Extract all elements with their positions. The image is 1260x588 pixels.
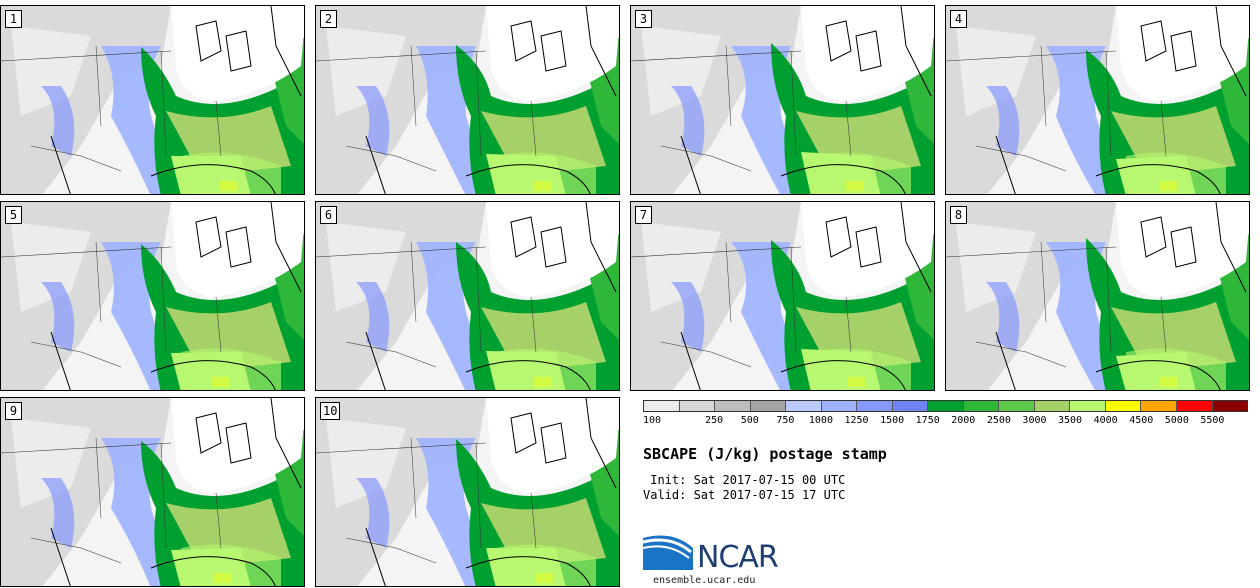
ncar-logo-icon — [643, 535, 693, 570]
colorbar-swatch — [750, 401, 787, 411]
colorbar-label: 5000 — [1164, 415, 1189, 426]
colorbar-swatch — [786, 401, 822, 411]
colorbar-swatch — [1034, 401, 1071, 411]
colorbar-label: 3000 — [1022, 415, 1047, 426]
colorbar-swatch — [928, 401, 964, 411]
colorbar-label: 750 — [776, 415, 795, 426]
member-panel-4: 4 — [945, 5, 1250, 195]
member-number: 9 — [5, 402, 22, 420]
site-url: ensemble.ucar.edu — [653, 575, 756, 586]
member-number: 10 — [320, 402, 341, 420]
member-panel-5: 5 — [0, 201, 305, 391]
cape-map — [1, 398, 304, 586]
colorbar-label: 1250 — [844, 415, 869, 426]
member-panel-9: 9 — [0, 397, 305, 587]
product-title: SBCAPE (J/kg) postage stamp — [643, 445, 887, 463]
member-number: 6 — [320, 206, 337, 224]
colorbar-label: 3500 — [1058, 415, 1083, 426]
sbcape-colorbar — [643, 400, 1248, 412]
colorbar-swatch — [963, 401, 1000, 411]
member-number: 8 — [950, 206, 967, 224]
colorbar-swatch — [1176, 401, 1213, 411]
colorbar-label: 250 — [705, 415, 724, 426]
member-number: 1 — [5, 10, 22, 28]
colorbar-swatch — [1070, 401, 1106, 411]
colorbar-swatch — [999, 401, 1035, 411]
colorbar-label: 2500 — [986, 415, 1011, 426]
colorbar-label: 500 — [740, 415, 759, 426]
member-number: 7 — [635, 206, 652, 224]
init-time: Init: Sat 2017-07-15 00 UTC — [643, 473, 846, 487]
valid-time: Valid: Sat 2017-07-15 17 UTC — [643, 488, 846, 502]
colorbar-swatch — [679, 401, 716, 411]
colorbar-label: 1000 — [808, 415, 833, 426]
cape-map — [631, 6, 934, 194]
member-panel-8: 8 — [945, 201, 1250, 391]
cape-map — [946, 6, 1249, 194]
member-number: 3 — [635, 10, 652, 28]
colorbar-swatch — [1105, 401, 1142, 411]
member-panel-3: 3 — [630, 5, 935, 195]
cape-map — [316, 398, 619, 586]
member-panel-10: 10 — [315, 397, 620, 587]
colorbar-label: 1500 — [880, 415, 905, 426]
colorbar-swatch — [857, 401, 893, 411]
colorbar-label: 4500 — [1129, 415, 1154, 426]
member-number: 5 — [5, 206, 22, 224]
member-number: 2 — [320, 10, 337, 28]
member-number: 4 — [950, 10, 967, 28]
cape-map — [316, 6, 619, 194]
colorbar-label: 1750 — [915, 415, 940, 426]
colorbar-labels: 100 250 500 750 1000 1250 1500 1750 2000 2500 3000… — [643, 415, 1248, 429]
colorbar-swatch — [1141, 401, 1177, 411]
colorbar-swatch — [892, 401, 929, 411]
member-panel-1: 1 — [0, 5, 305, 195]
ncar-logo-text: NCAR — [697, 540, 779, 575]
cape-map — [1, 6, 304, 194]
member-panel-6: 6 — [315, 201, 620, 391]
cape-map — [1, 202, 304, 390]
colorbar-label: 5500 — [1200, 415, 1225, 426]
colorbar-label: 4000 — [1093, 415, 1118, 426]
member-panel-7: 7 — [630, 201, 935, 391]
colorbar-swatch — [644, 401, 680, 411]
cape-map — [316, 202, 619, 390]
colorbar-label: 100 — [643, 415, 662, 426]
colorbar-swatch — [715, 401, 751, 411]
colorbar-swatch — [821, 401, 858, 411]
cape-map — [946, 202, 1249, 390]
colorbar-swatch — [1212, 401, 1248, 411]
member-panel-2: 2 — [315, 5, 620, 195]
colorbar-label: 2000 — [951, 415, 976, 426]
cape-map — [631, 202, 934, 390]
